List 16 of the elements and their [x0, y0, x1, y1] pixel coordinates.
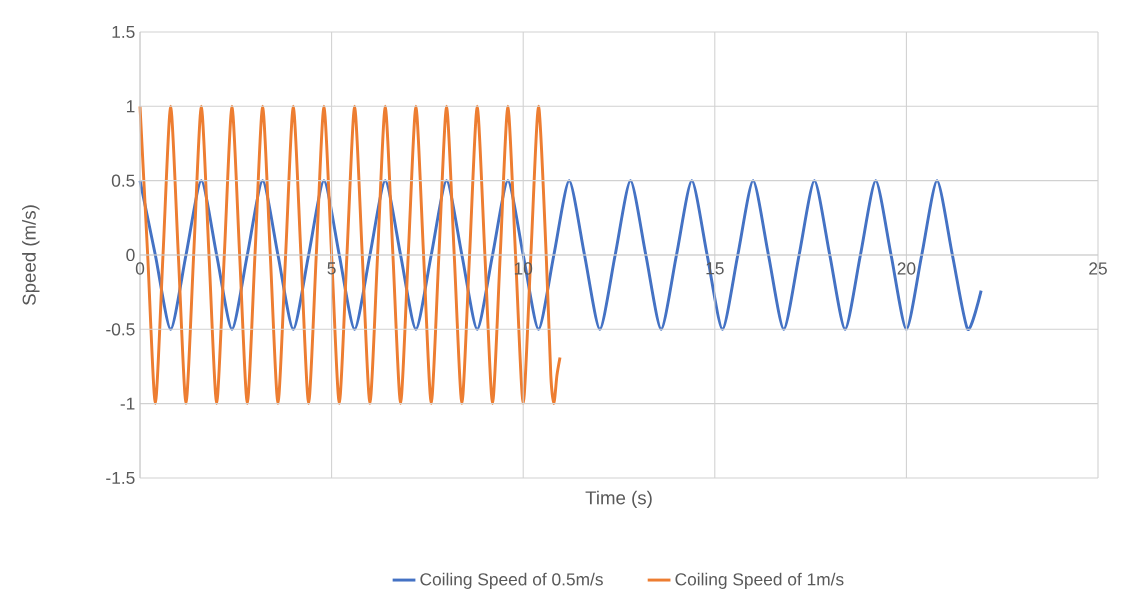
line-series: [138, 179, 983, 331]
legend-label: Coiling Speed of 0.5m/s: [420, 572, 603, 589]
y-axis-title: Speed (m/s): [22, 205, 40, 305]
y-tick-label: 0.5: [111, 174, 135, 187]
x-tick-label: 20: [897, 262, 916, 275]
y-tick-label: -0.5: [106, 323, 135, 336]
legend-label: Coiling Speed of 1m/s: [675, 572, 844, 589]
y-tick-label: 1: [126, 100, 135, 113]
x-tick-label: 25: [1089, 262, 1107, 275]
y-tick-label: 1.5: [112, 25, 135, 39]
x-tick-label: 0: [135, 262, 145, 275]
y-tick-label: 0: [126, 248, 135, 262]
y-tick-label: -1: [120, 397, 135, 410]
y-tick-label: -1.5: [106, 471, 135, 485]
x-axis-title: Time (s): [585, 490, 652, 509]
line-series: [138, 104, 562, 406]
